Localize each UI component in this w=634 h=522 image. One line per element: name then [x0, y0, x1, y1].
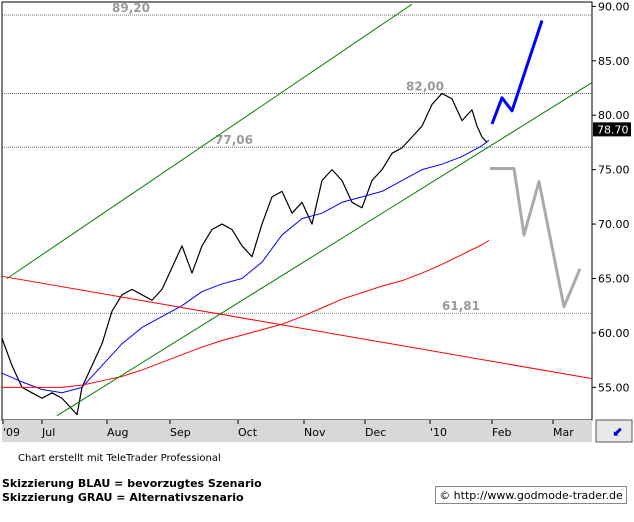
- y-tick-label-6: 60.00: [598, 327, 630, 340]
- series-line-6-scenario: [490, 20, 544, 125]
- series-line-1-ma: [1, 139, 490, 394]
- scenario-legend: Skizzierung BLAU = bevorzugtes Szenario …: [2, 477, 262, 505]
- level-label-3: 61,81: [442, 299, 480, 313]
- legend-grau: Skizzierung GRAU = Alternativszenario: [2, 491, 244, 504]
- level-label-0: 89,20: [112, 1, 150, 15]
- last-price-box: [593, 122, 631, 137]
- website-link[interactable]: © http://www.godmode-trader.de: [435, 486, 627, 504]
- x-axis-bar: [2, 420, 592, 442]
- x-tick-label-6: Dec: [365, 426, 386, 439]
- x-tick-label-9: Mar: [553, 426, 574, 439]
- x-tick-label-7: '10: [430, 426, 447, 439]
- level-label-2: 77,06: [215, 133, 253, 147]
- y-tick-label-3: 75.00: [598, 164, 630, 177]
- legend-blau: Skizzierung BLAU = bevorzugtes Szenario: [2, 477, 262, 490]
- y-tick-label-7: 55.00: [598, 381, 630, 394]
- plot-area: [1, 1, 593, 421]
- x-tick-label-2: Aug: [107, 426, 128, 439]
- x-tick-label-4: Oct: [238, 426, 258, 439]
- x-tick-label-3: Sep: [170, 426, 191, 439]
- y-tick-label-1: 85.00: [598, 55, 630, 68]
- y-tick-label-0: 90.00: [598, 0, 630, 13]
- series-line-2-ma: [2, 239, 490, 388]
- y-tick-label-4: 70.00: [598, 218, 630, 231]
- y-tick-label-5: 65.00: [598, 272, 630, 285]
- x-tick-label-1: Jul: [41, 426, 55, 439]
- x-tick-label-8: Feb: [492, 426, 511, 439]
- level-label-1: 82,00: [406, 79, 444, 93]
- y-tick-label-2: 80.00: [598, 109, 630, 122]
- x-tick-label-0: '09: [3, 426, 20, 439]
- nav-arrow-icon[interactable]: ⬋: [612, 425, 623, 440]
- credit-text: Chart erstellt mit TeleTrader Profession…: [18, 453, 221, 464]
- x-tick-label-5: Nov: [304, 426, 326, 439]
- series-line-4-channel: [56, 82, 593, 417]
- nav-box[interactable]: [595, 419, 633, 443]
- series-line-0-price: [1, 92, 488, 416]
- series-line-7-scenario: [490, 167, 582, 309]
- series-line-5-trend: [1, 275, 593, 380]
- last-price-label: 78.70: [597, 123, 629, 136]
- series-line-3-channel: [6, 3, 413, 279]
